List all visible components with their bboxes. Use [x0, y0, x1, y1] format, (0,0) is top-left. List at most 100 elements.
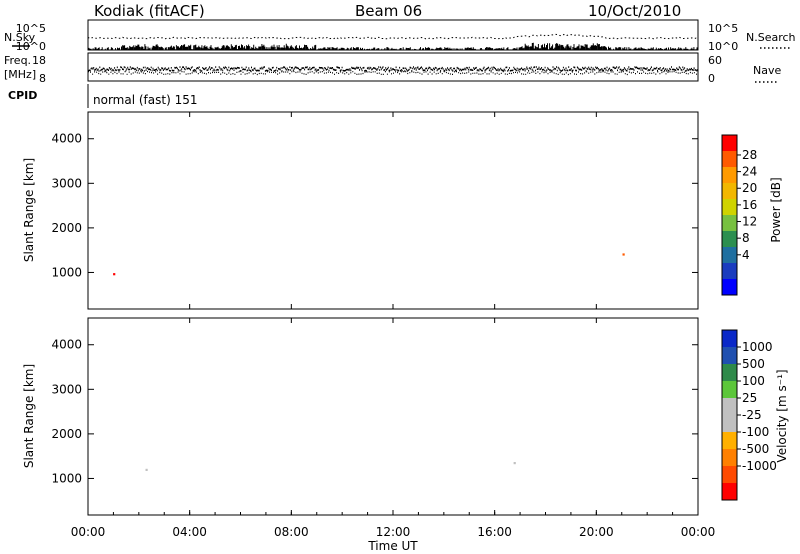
- velocity-colorbar-swatch: [722, 432, 737, 450]
- noise-sky-trace: [87, 42, 699, 50]
- velocity-ytick-label: 2000: [51, 427, 82, 441]
- nave-right-tick-high: 60: [708, 54, 722, 67]
- x-tick-label: 04:00: [172, 525, 207, 539]
- nave-trace: [88, 70, 697, 76]
- noise-search-trace: [87, 33, 699, 40]
- x-tick-label: 08:00: [274, 525, 309, 539]
- power-colorbar-tick-label: 24: [742, 165, 757, 179]
- echo-cell: [513, 462, 516, 465]
- freq-trace: [88, 66, 699, 72]
- noise-right-tick-high: 10^5: [708, 22, 738, 35]
- velocity-colorbar: 1000 500 100 25 -25 -100 -500 -1000: [721, 329, 777, 501]
- freq-label-line2: [MHz]: [4, 68, 36, 81]
- velocity-colorbar-tick-label: -25: [742, 408, 762, 422]
- power-ylabel: Slant Range [km]: [22, 158, 36, 262]
- power-colorbar-swatch: [722, 231, 737, 248]
- freq-left-tick-low: 8: [39, 72, 46, 85]
- echo-cell: [113, 273, 116, 276]
- freq-traces: [88, 66, 699, 76]
- freq-panel-frame: [87, 52, 699, 82]
- power-colorbar-swatch: [722, 167, 737, 184]
- power-ytick-label: 3000: [51, 176, 82, 190]
- freq-left-tick-high: 18: [32, 54, 46, 67]
- velocity-panel-frame: [87, 317, 699, 516]
- x-tick-label: 20:00: [579, 525, 614, 539]
- power-colorbar-frame: [721, 134, 738, 296]
- velocity-colorbar-swatch: [722, 415, 737, 433]
- velocity-yaxis: 1000 2000 3000 4000: [51, 338, 698, 485]
- x-tick-label: 12:00: [376, 525, 411, 539]
- power-colorbar-swatch: [722, 135, 737, 152]
- echo-cell: [622, 253, 625, 256]
- noise-right-tick-low: 10^0: [708, 40, 738, 53]
- velocity-colorbar-swatch: [722, 347, 737, 365]
- velocity-colorbar-swatch: [722, 381, 737, 399]
- power-colorbar-tick-label: 28: [742, 148, 757, 162]
- velocity-colorbar-tick-label: -100: [742, 425, 769, 439]
- noise-left-tick-low: 10^0: [16, 40, 46, 53]
- noise-panel: N.Sky 10^5 10^0 10^5 10^0 N.Search: [4, 19, 796, 53]
- noise-sky-label: N.Sky: [4, 31, 36, 44]
- power-colorbar-swatch: [722, 247, 737, 264]
- velocity-colorbar-tick-label: 25: [742, 391, 757, 405]
- noise-left-tick-high: 10^5: [16, 22, 46, 35]
- nave-label: Nave: [753, 64, 781, 77]
- cpid-panel: CPID normal (fast) 151: [8, 84, 197, 108]
- power-colorbar-swatch: [722, 151, 737, 168]
- power-colorbar-label: Power [dB]: [769, 177, 783, 242]
- power-panel: 1000 2000 3000 4000 Slant Range [km] 28 24 20…: [22, 111, 783, 310]
- power-colorbar-tick-label: 16: [742, 198, 757, 212]
- power-colorbar-swatch: [722, 263, 737, 280]
- date-title: 10/Oct/2010: [588, 2, 681, 20]
- power-colorbar-tick-label: 20: [742, 181, 757, 195]
- beam-title: Beam 06: [355, 2, 422, 20]
- velocity-ytick-label: 3000: [51, 382, 82, 396]
- power-colorbar: 28 24 20 16 12 8 4: [721, 134, 757, 296]
- velocity-panel: 1000 2000 3000 4000 Slant Range [km] 1000 50…: [22, 317, 789, 516]
- power-colorbar-swatch: [722, 199, 737, 216]
- noise-traces: [87, 33, 699, 50]
- power-colorbar-swatch: [722, 279, 737, 296]
- power-colorbar-tick-label: 12: [742, 215, 757, 229]
- power-panel-frame: [87, 111, 699, 310]
- freq-label-line1: Freq.: [4, 54, 31, 67]
- velocity-colorbar-tick-label: 1000: [742, 340, 773, 354]
- velocity-ytick-label: 1000: [51, 471, 82, 485]
- frequency-nave-panel: Freq. [MHz] 18 8 60 0 Nave: [4, 52, 781, 85]
- noise-panel-frame: [87, 19, 699, 51]
- station-title: Kodiak (fitACF): [94, 2, 205, 20]
- velocity-ylabel: Slant Range [km]: [22, 364, 36, 468]
- power-colorbar-tick-label: 8: [742, 231, 750, 245]
- velocity-colorbar-tick-label: -1000: [742, 459, 777, 473]
- cpid-label: CPID: [8, 89, 37, 102]
- x-tick-label: 00:00: [71, 525, 106, 539]
- velocity-colorbar-label: Velocity [m s⁻¹]: [775, 369, 789, 462]
- power-ytick-label: 4000: [51, 132, 82, 146]
- velocity-colorbar-swatch: [722, 466, 737, 484]
- velocity-colorbar-tick-label: -500: [742, 442, 769, 456]
- x-tick-label: 00:00: [681, 525, 716, 539]
- x-axis: 00:00 04:00 08:00 12:00 16:00 20:00 00:00: [71, 112, 716, 539]
- velocity-colorbar-tick-label: 100: [742, 374, 765, 388]
- power-colorbar-swatch: [722, 215, 737, 232]
- velocity-colorbar-swatch: [722, 330, 737, 348]
- noise-search-label: N.Search: [746, 31, 796, 44]
- x-tick-label: 16:00: [477, 525, 512, 539]
- velocity-colorbar-swatch: [722, 398, 737, 416]
- power-ytick-label: 2000: [51, 221, 82, 235]
- velocity-data: [145, 462, 516, 471]
- echo-cell: [145, 468, 148, 471]
- velocity-colorbar-tick-label: 500: [742, 357, 765, 371]
- velocity-colorbar-swatch: [722, 364, 737, 382]
- power-colorbar-tick-label: 4: [742, 248, 750, 262]
- power-colorbar-swatch: [722, 183, 737, 200]
- x-axis-label: Time UT: [367, 539, 418, 553]
- velocity-colorbar-swatch: [722, 449, 737, 467]
- power-ytick-label: 1000: [51, 265, 82, 279]
- power-yaxis: 1000 2000 3000 4000: [51, 132, 698, 279]
- nave-right-tick-low: 0: [708, 72, 715, 85]
- cpid-program: normal (fast) 151: [93, 93, 197, 107]
- velocity-ytick-label: 4000: [51, 338, 82, 352]
- power-data: [113, 253, 625, 276]
